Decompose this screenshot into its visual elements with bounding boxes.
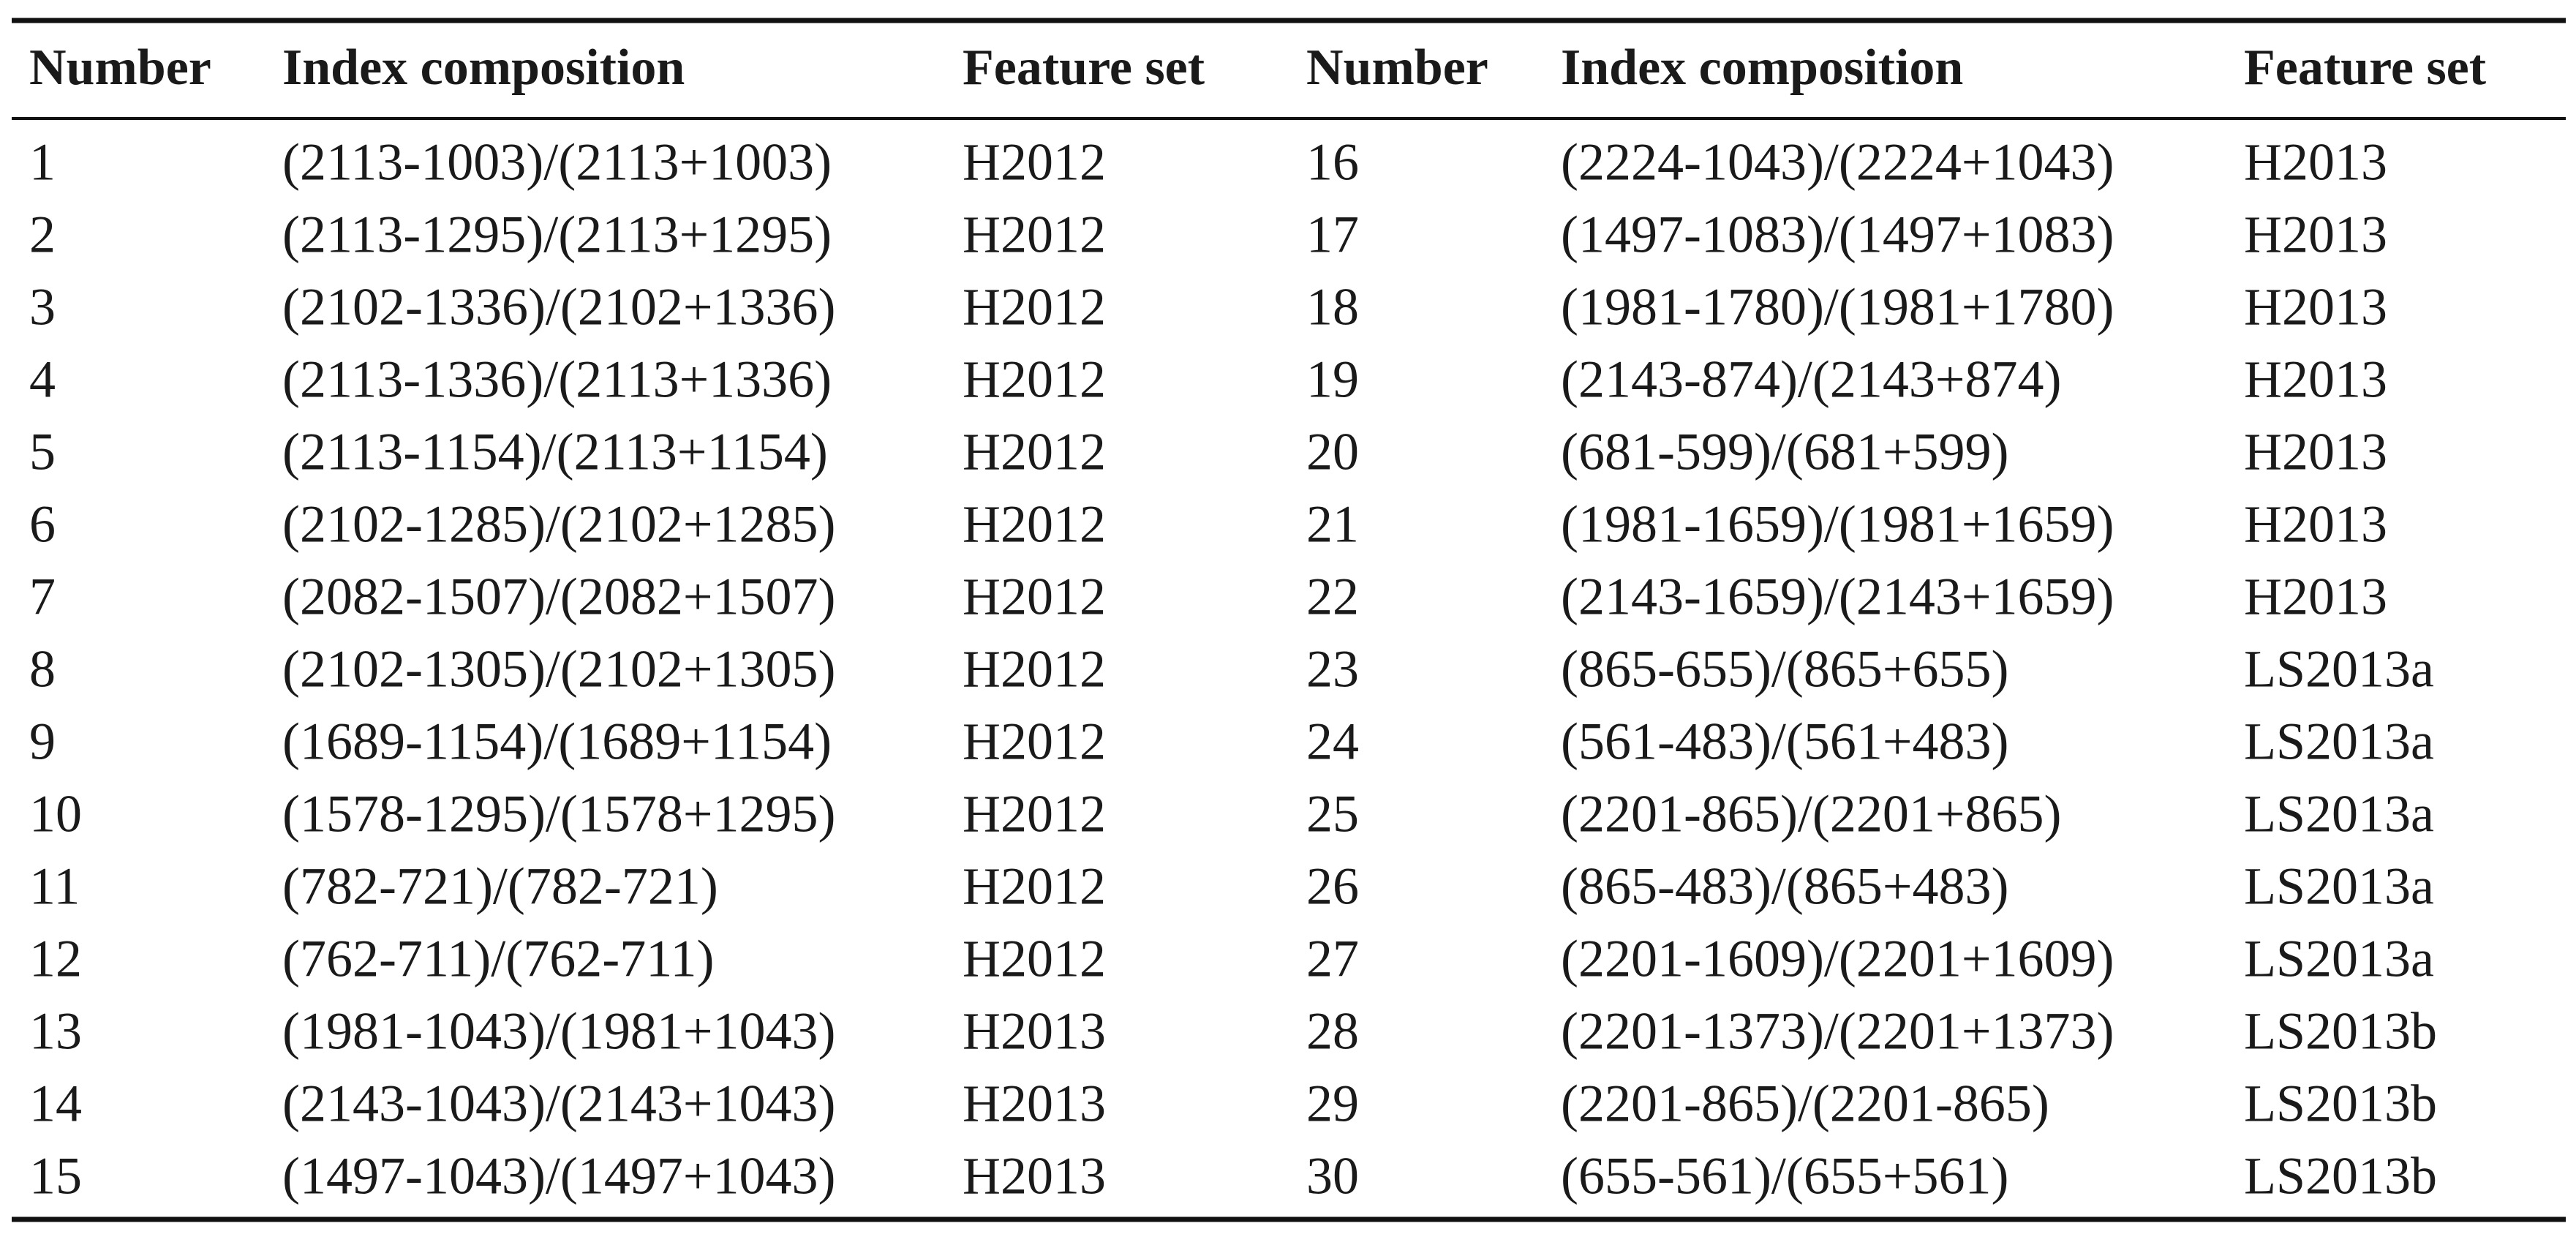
table-cell: H2012 <box>963 930 1106 988</box>
table-cell: (2143-1043)/(2143+1043) <box>282 1075 836 1133</box>
table-cell: 23 <box>1306 640 1359 699</box>
table-cell: LS2013b <box>2244 1002 2437 1061</box>
table-cell: (2102-1305)/(2102+1305) <box>282 640 836 699</box>
table-cell: H2013 <box>963 1147 1106 1205</box>
table-cell: 4 <box>29 350 56 409</box>
table-cell: H2012 <box>963 495 1106 554</box>
table-cell: (2113-1003)/(2113+1003) <box>282 133 832 192</box>
table-cell: H2012 <box>963 568 1106 626</box>
table-cell: 25 <box>1306 785 1359 843</box>
table-cell: H2013 <box>2244 495 2387 554</box>
table-cell: (1981-1043)/(1981+1043) <box>282 1002 836 1061</box>
header-cell: Feature set <box>963 40 1205 96</box>
table-cell: (2113-1336)/(2113+1336) <box>282 350 832 409</box>
table-cell: (2224-1043)/(2224+1043) <box>1561 133 2114 192</box>
table-cell: (865-483)/(865+483) <box>1561 857 2009 916</box>
table-cell: 21 <box>1306 495 1359 554</box>
table-cell: 15 <box>29 1147 82 1205</box>
table-cell: 18 <box>1306 278 1359 336</box>
table-cell: H2012 <box>963 640 1106 699</box>
table-cell: H2012 <box>963 133 1106 192</box>
table-cell: (2201-1609)/(2201+1609) <box>1561 930 2114 988</box>
table-cell: (782-721)/(782-721) <box>282 857 718 916</box>
table-cell: 11 <box>29 857 80 916</box>
table-cell: H2012 <box>963 206 1106 264</box>
table-cell: (2113-1154)/(2113+1154) <box>282 423 828 481</box>
table-cell: LS2013a <box>2244 930 2434 988</box>
table-cell: LS2013a <box>2244 712 2434 771</box>
table-cell: 16 <box>1306 133 1359 192</box>
table-cell: H2013 <box>2244 350 2387 409</box>
table-cell: (1689-1154)/(1689+1154) <box>282 712 832 771</box>
table-cell: (1981-1659)/(1981+1659) <box>1561 495 2114 554</box>
table-cell: 26 <box>1306 857 1359 916</box>
table-cell: 5 <box>29 423 56 481</box>
table-cell: 28 <box>1306 1002 1359 1061</box>
table-cell: 3 <box>29 278 56 336</box>
table-cell: (2143-874)/(2143+874) <box>1561 350 2062 409</box>
table-cell: (865-655)/(865+655) <box>1561 640 2009 699</box>
header-cell: Number <box>1306 40 1488 96</box>
table-cell: (2102-1285)/(2102+1285) <box>282 495 836 554</box>
table-cell: 24 <box>1306 712 1359 771</box>
table-cell: (2201-865)/(2201+865) <box>1561 785 2062 843</box>
table-cell: LS2013a <box>2244 785 2434 843</box>
table-cell: 27 <box>1306 930 1359 988</box>
table-cell: H2013 <box>2244 133 2387 192</box>
table-cell: 8 <box>29 640 56 699</box>
table-cell: H2012 <box>963 423 1106 481</box>
table-cell: (2082-1507)/(2082+1507) <box>282 568 836 626</box>
table-cell: 13 <box>29 1002 82 1061</box>
table-cell: (2102-1336)/(2102+1336) <box>282 278 836 336</box>
table-cell: (762-711)/(762-711) <box>282 930 715 988</box>
table-cell: H2012 <box>963 712 1106 771</box>
table-cell: 10 <box>29 785 82 843</box>
table-cell: 29 <box>1306 1075 1359 1133</box>
table-cell: LS2013a <box>2244 857 2434 916</box>
table-cell: (561-483)/(561+483) <box>1561 712 2009 771</box>
table-cell: H2013 <box>2244 568 2387 626</box>
table-cell: 20 <box>1306 423 1359 481</box>
header-cell: Feature set <box>2244 40 2486 96</box>
table-cell: (655-561)/(655+561) <box>1561 1147 2009 1205</box>
table-cell: (2201-865)/(2201-865) <box>1561 1075 2049 1133</box>
table-cell: H2013 <box>2244 206 2387 264</box>
table-cell: (1497-1043)/(1497+1043) <box>282 1147 836 1205</box>
table-cell: (1497-1083)/(1497+1083) <box>1561 206 2114 264</box>
table-cell: H2012 <box>963 278 1106 336</box>
table-cell: 14 <box>29 1075 82 1133</box>
table-cell: (2113-1295)/(2113+1295) <box>282 206 832 264</box>
table-cell: 2 <box>29 206 56 264</box>
table-cell: H2012 <box>963 857 1106 916</box>
table-cell: (2143-1659)/(2143+1659) <box>1561 568 2114 626</box>
table-cell: (1578-1295)/(1578+1295) <box>282 785 836 843</box>
table-cell: H2013 <box>963 1002 1106 1061</box>
table-cell: H2013 <box>963 1075 1106 1133</box>
table-cell: 1 <box>29 133 56 192</box>
header-cell: Index composition <box>282 40 685 96</box>
table-cell: H2013 <box>2244 278 2387 336</box>
table-cell: 9 <box>29 712 56 771</box>
table-cell: H2013 <box>2244 423 2387 481</box>
table-cell: H2012 <box>963 350 1106 409</box>
table-cell: 30 <box>1306 1147 1359 1205</box>
table-cell: 6 <box>29 495 56 554</box>
table-cell: 17 <box>1306 206 1359 264</box>
table-cell: H2012 <box>963 785 1106 843</box>
table-cell: LS2013a <box>2244 640 2434 699</box>
table-cell: (2201-1373)/(2201+1373) <box>1561 1002 2114 1061</box>
header-cell: Number <box>29 40 211 96</box>
table-cell: LS2013b <box>2244 1147 2437 1205</box>
table-cell: 12 <box>29 930 82 988</box>
table-cell: (1981-1780)/(1981+1780) <box>1561 278 2114 336</box>
table-cell: (681-599)/(681+599) <box>1561 423 2009 481</box>
table-cell: LS2013b <box>2244 1075 2437 1133</box>
table-cell: 22 <box>1306 568 1359 626</box>
table-cell: 7 <box>29 568 56 626</box>
header-cell: Index composition <box>1561 40 1963 96</box>
table-cell: 19 <box>1306 350 1359 409</box>
